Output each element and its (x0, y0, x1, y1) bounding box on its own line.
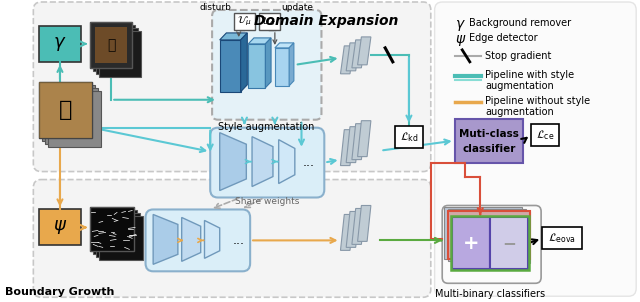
Text: $\mathcal{L}_{\mathrm{eova}}$: $\mathcal{L}_{\mathrm{eova}}$ (548, 232, 576, 245)
Polygon shape (266, 38, 271, 88)
FancyBboxPatch shape (212, 10, 321, 120)
Text: 🐕: 🐕 (107, 38, 115, 52)
Bar (220, 40, 241, 92)
Polygon shape (275, 43, 294, 48)
Bar (90, 22, 132, 68)
Polygon shape (346, 127, 360, 162)
Bar (248, 44, 266, 88)
Bar (448, 210, 526, 261)
Polygon shape (248, 38, 271, 44)
Text: classifier: classifier (462, 143, 515, 153)
Bar (93, 210, 137, 254)
Bar (99, 217, 143, 260)
Text: Domain Expansion: Domain Expansion (254, 14, 398, 28)
Text: $\psi$: $\psi$ (53, 218, 67, 236)
Polygon shape (182, 217, 201, 261)
Text: 🐕: 🐕 (59, 100, 72, 120)
Text: Pipeline without style: Pipeline without style (485, 96, 590, 106)
Polygon shape (352, 124, 365, 159)
Text: Pipeline with style: Pipeline with style (485, 70, 574, 80)
Bar (45, 88, 98, 144)
FancyBboxPatch shape (33, 2, 431, 172)
Text: Muti-class: Muti-class (459, 129, 519, 139)
Text: Edge detector: Edge detector (469, 33, 538, 43)
Text: ...: ... (303, 156, 315, 169)
Bar (234, 13, 255, 30)
Text: $\mathcal{U}_\sigma$: $\mathcal{U}_\sigma$ (262, 15, 277, 28)
Text: +: + (463, 234, 479, 253)
Polygon shape (358, 121, 371, 157)
Polygon shape (352, 40, 365, 68)
Bar (39, 82, 92, 138)
Polygon shape (252, 137, 273, 187)
Polygon shape (346, 43, 360, 71)
Polygon shape (352, 208, 365, 244)
Text: Style augmentation: Style augmentation (218, 122, 314, 132)
Text: disturb: disturb (199, 3, 231, 12)
Text: Background remover: Background remover (469, 18, 571, 28)
Polygon shape (340, 46, 354, 74)
Polygon shape (358, 205, 371, 241)
Bar (90, 207, 134, 251)
Polygon shape (220, 133, 246, 191)
FancyBboxPatch shape (145, 210, 250, 271)
Polygon shape (241, 33, 247, 92)
Bar (275, 48, 289, 86)
Bar (259, 13, 280, 30)
Text: Boundary Growth: Boundary Growth (5, 287, 115, 297)
Bar (47, 91, 101, 147)
Bar (451, 217, 529, 270)
Bar (542, 227, 582, 249)
Bar (95, 27, 127, 63)
Text: update: update (282, 3, 314, 12)
Text: $\mathcal{L}_{\mathrm{kd}}$: $\mathcal{L}_{\mathrm{kd}}$ (399, 130, 418, 143)
Text: $\mathcal{U}_\mu$: $\mathcal{U}_\mu$ (237, 15, 252, 28)
Bar (90, 207, 134, 251)
Bar (452, 217, 490, 269)
Polygon shape (289, 43, 294, 86)
FancyBboxPatch shape (210, 128, 324, 198)
Bar (395, 126, 423, 148)
Polygon shape (220, 33, 247, 40)
Bar (39, 210, 81, 246)
Text: Stop gradient: Stop gradient (485, 51, 552, 61)
Bar (90, 22, 132, 68)
Bar (452, 211, 530, 263)
Bar (454, 119, 523, 162)
Bar (444, 207, 522, 259)
Text: $\gamma$: $\gamma$ (454, 18, 465, 33)
Polygon shape (358, 37, 371, 65)
Bar (490, 217, 528, 269)
Bar (39, 82, 92, 138)
Bar (39, 26, 81, 62)
Polygon shape (205, 220, 220, 258)
Bar (531, 124, 559, 146)
FancyBboxPatch shape (435, 2, 636, 296)
Polygon shape (340, 214, 354, 250)
Bar (96, 214, 140, 257)
Text: −: − (502, 234, 516, 252)
Polygon shape (153, 214, 178, 264)
Bar (96, 28, 138, 74)
Bar (93, 25, 135, 71)
Polygon shape (278, 140, 295, 184)
Bar (42, 85, 95, 141)
Polygon shape (340, 130, 354, 165)
Text: augmentation: augmentation (485, 81, 554, 91)
Polygon shape (346, 211, 360, 247)
Text: $\psi$: $\psi$ (454, 33, 466, 48)
Text: Share weights: Share weights (235, 197, 300, 206)
Text: Multi-binary classifiers: Multi-binary classifiers (435, 289, 545, 299)
FancyBboxPatch shape (33, 180, 431, 297)
Text: augmentation: augmentation (485, 107, 554, 117)
Bar (99, 31, 141, 77)
Text: ...: ... (233, 234, 244, 247)
Bar (39, 82, 92, 138)
Text: $\mathcal{L}_{\mathrm{ce}}$: $\mathcal{L}_{\mathrm{ce}}$ (536, 128, 554, 142)
Text: $\gamma$: $\gamma$ (53, 35, 67, 53)
Bar (448, 211, 530, 259)
